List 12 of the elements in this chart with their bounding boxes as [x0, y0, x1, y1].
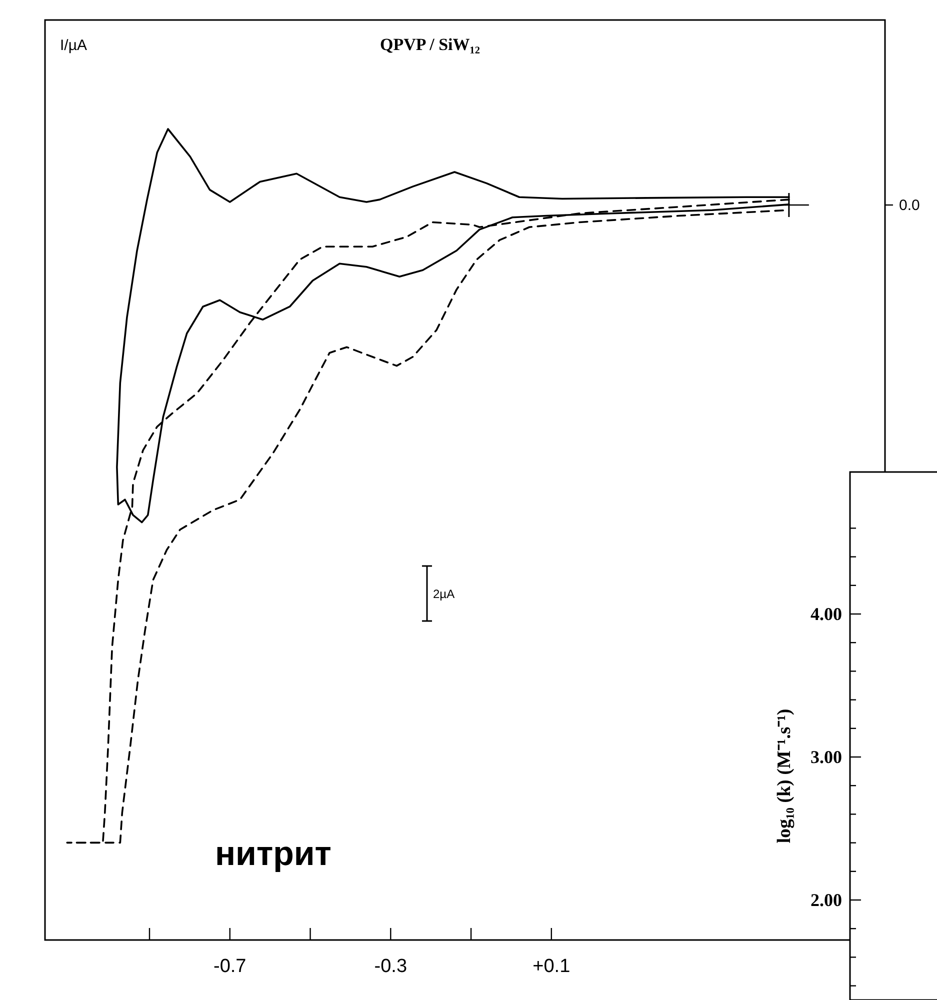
annotation: 3.00 [810, 747, 842, 767]
text: 0.0 [899, 197, 920, 214]
annotation: 2.00 [810, 890, 842, 910]
annotation: 2µA [433, 587, 455, 601]
text: log₁₀ (k) (M⁻¹.s⁻¹) [774, 708, 795, 844]
x-tick-label: -0.7 [214, 956, 246, 977]
x-tick-label: -0.3 [374, 956, 408, 977]
x-tick-label: +0.1 [532, 956, 570, 977]
annotation: нитрит [215, 835, 332, 873]
y-axis-title: I/µA [60, 37, 87, 54]
annotation: 4.00 [810, 604, 842, 624]
chart-title: QPVP / SiW₁₂ [380, 35, 480, 54]
